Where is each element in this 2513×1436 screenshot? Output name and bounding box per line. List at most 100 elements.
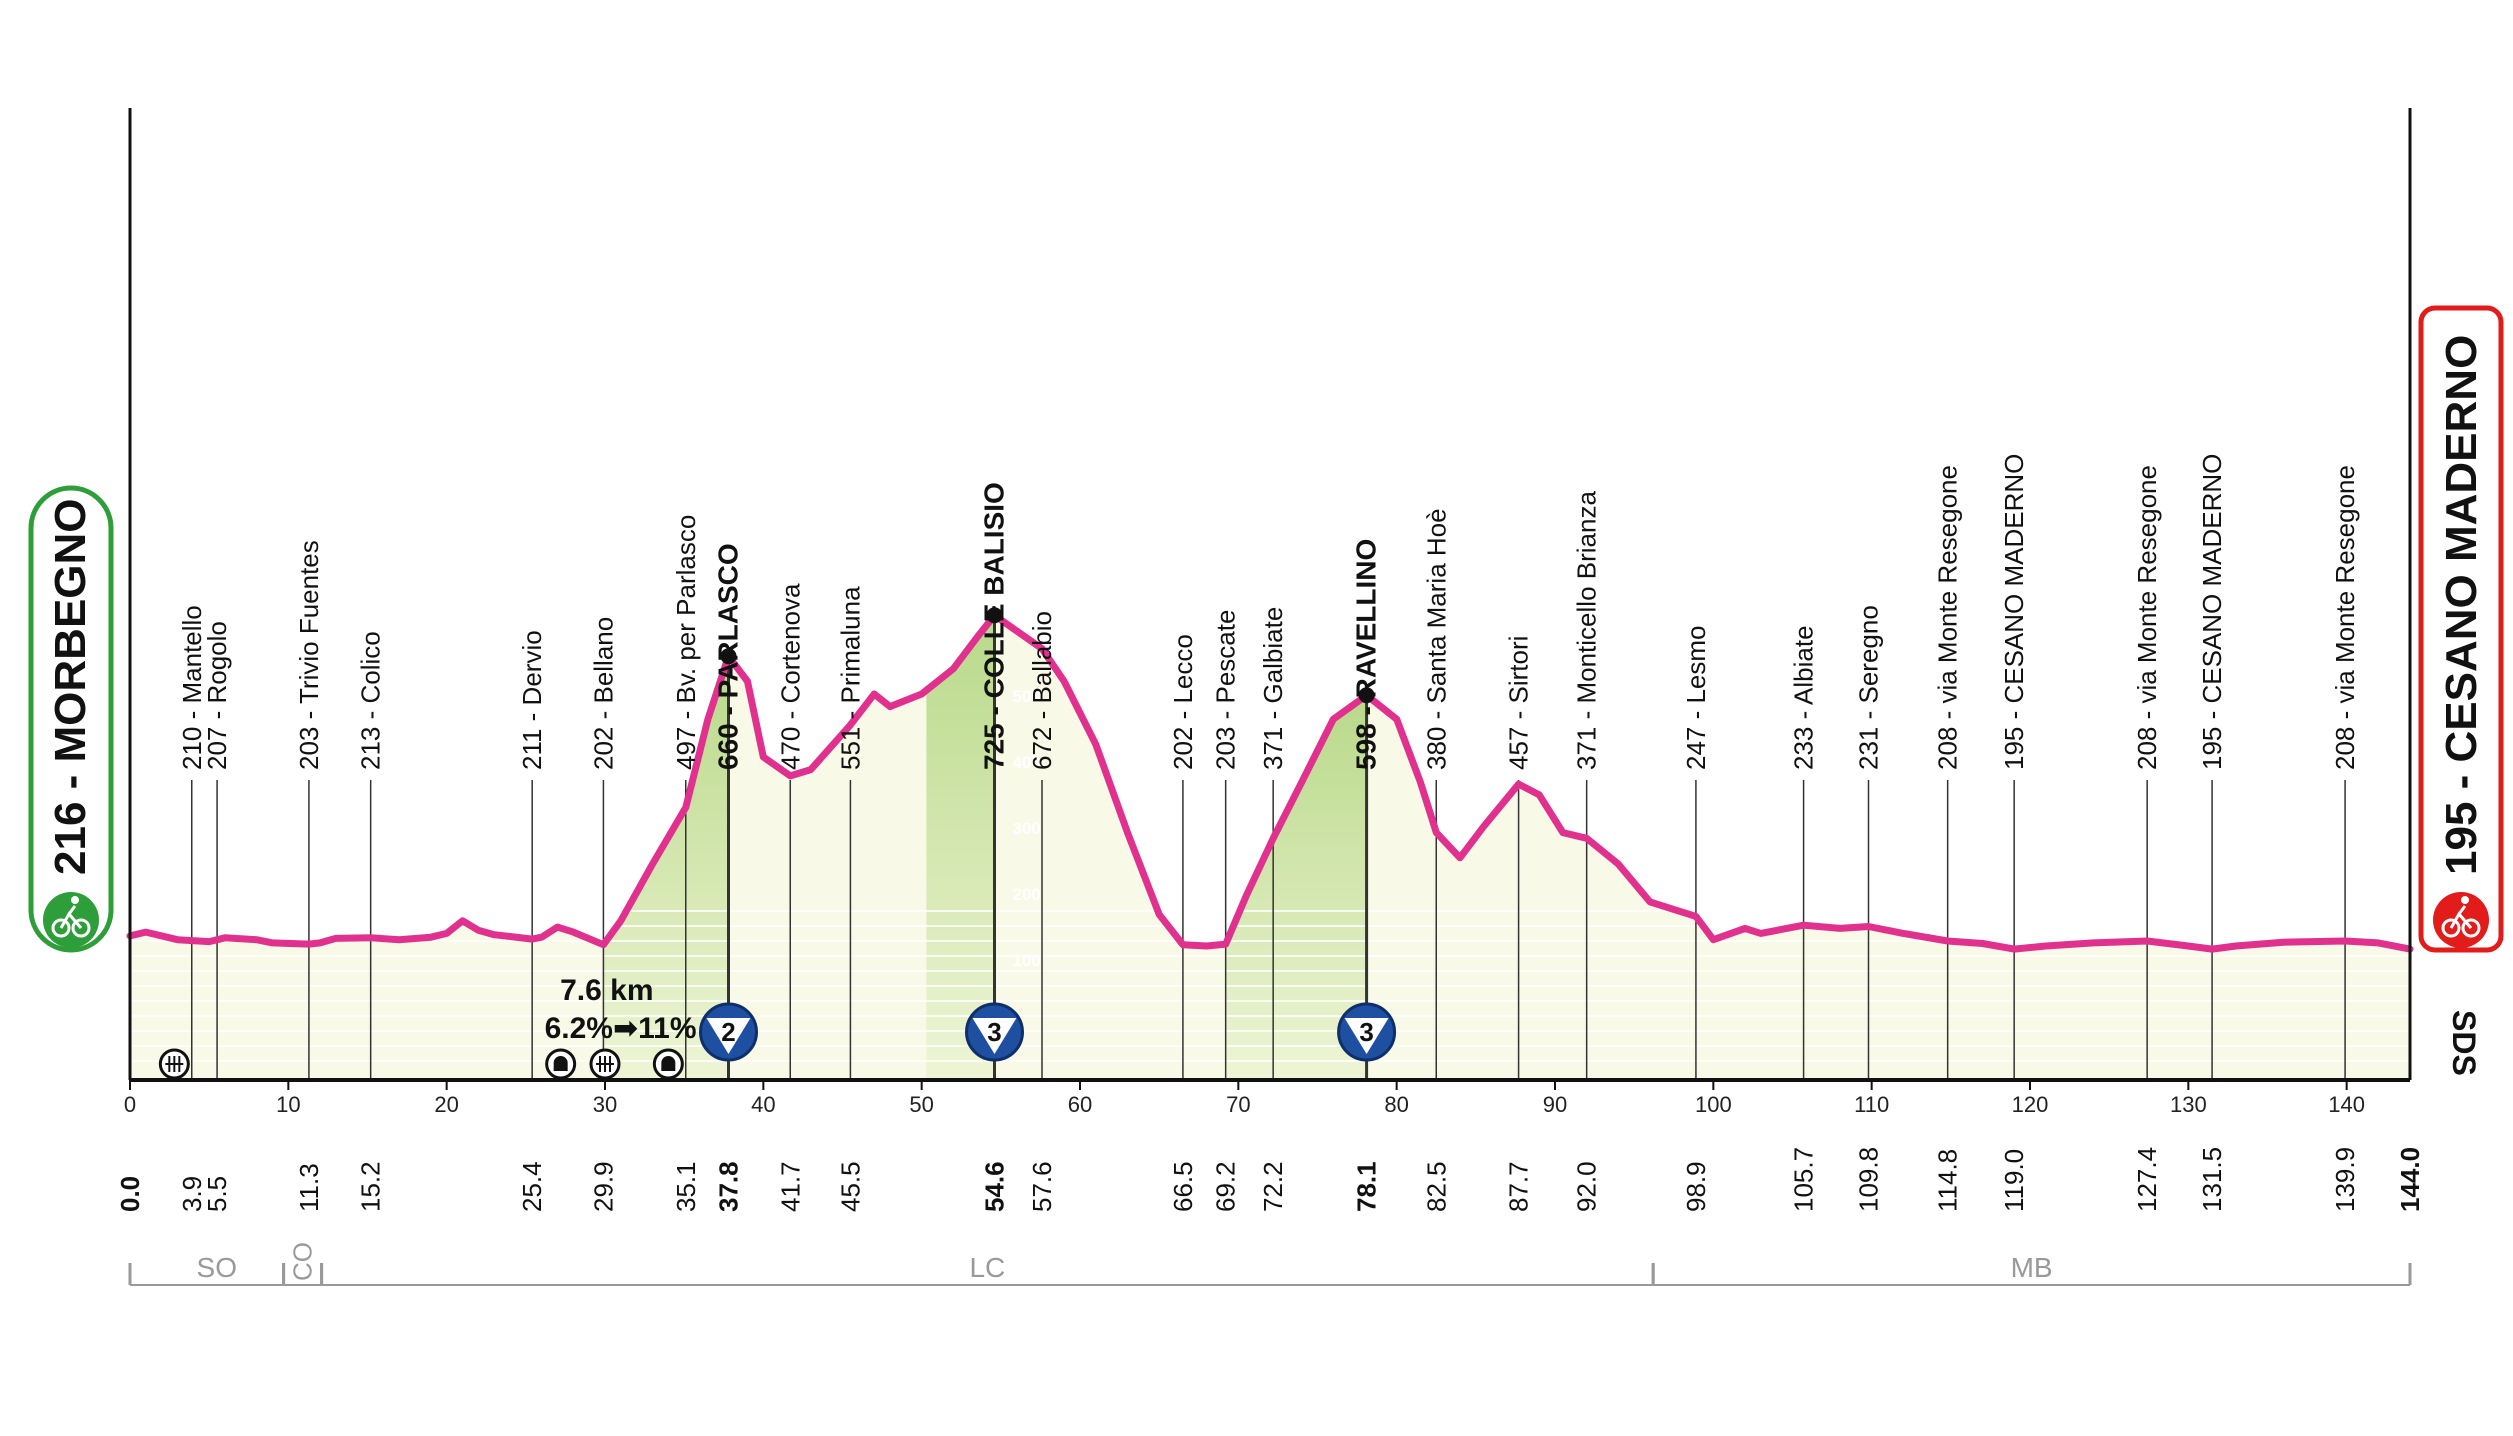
km-label: 82.5 xyxy=(1421,1161,1451,1212)
finish-pill: 195 - CESANO MADERNO xyxy=(2418,305,2504,953)
point-label: 195 - CESANO MADERNO xyxy=(1999,454,2029,770)
kom-triangle-icon xyxy=(1344,1018,1389,1054)
kom-category: 2 xyxy=(721,1017,735,1047)
route-icons: 2 3 3 7.6 km 6.2%➡11% xyxy=(158,974,1397,1080)
point-label: 470 - Cortenova xyxy=(775,583,805,770)
km-label: 11.3 xyxy=(294,1163,324,1212)
point-label: 203 - Trivio Fuentes xyxy=(294,540,324,770)
wheel-icon xyxy=(2441,918,2461,938)
point-label: 231 - Seregno xyxy=(1854,605,1884,770)
logo: SDS xyxy=(2446,1010,2482,1076)
province-label: SO xyxy=(197,1252,237,1283)
climb-gradient: 6.2%➡11% xyxy=(545,1012,697,1045)
summit-marker xyxy=(1358,687,1375,704)
km-label: 57.6 xyxy=(1027,1161,1057,1212)
wheel-icon xyxy=(71,918,91,938)
finish-label: 195 - CESANO MADERNO xyxy=(2418,305,2504,953)
km-label: 3.9 xyxy=(177,1176,207,1212)
bike-frame-icon xyxy=(2449,905,2473,929)
point-label: 213 - Colico xyxy=(356,631,386,770)
kom-badge: 3 xyxy=(965,1002,1024,1062)
climb-scale-label: 200 xyxy=(1013,885,1041,904)
tunnel-icon xyxy=(545,1048,577,1080)
point-label: 208 - via Monte Resegone xyxy=(2132,465,2162,770)
axes: 0 10 20 30 40 50 60 70 80 90 100 110 120 130 140 0.0 3.9… xyxy=(115,108,2425,1212)
point-label: 371 - Galbiate xyxy=(1258,607,1288,770)
province-label: CO xyxy=(288,1242,318,1281)
distance-tick-label: 60 xyxy=(1068,1092,1092,1117)
province-label: LC xyxy=(969,1252,1005,1283)
distance-tick-label: 50 xyxy=(909,1092,933,1117)
wheel-icon xyxy=(2461,918,2481,938)
point-label: 672 - Ballabio xyxy=(1027,611,1057,770)
finish-cyclist-icon xyxy=(2433,892,2489,948)
km-label: 131.5 xyxy=(2197,1147,2227,1212)
point-label: 202 - Bellano xyxy=(588,617,618,770)
start-pill-border xyxy=(28,485,114,953)
point-label: 195 - CESANO MADERNO xyxy=(2197,454,2227,770)
km-label: 119.0 xyxy=(1999,1149,2029,1212)
point-label: 497 - Bv. per Parlasco xyxy=(671,515,701,770)
km-label: 5.5 xyxy=(202,1176,232,1212)
distance-tick-label: 70 xyxy=(1226,1092,1250,1117)
point-label: 233 - Albiate xyxy=(1789,625,1819,770)
distance-tick-label: 80 xyxy=(1384,1092,1408,1117)
distance-tick-label: 130 xyxy=(2170,1092,2207,1117)
distance-tick-label: 40 xyxy=(751,1092,775,1117)
kom-triangle-icon xyxy=(972,1018,1017,1054)
point-label: 202 - Lecco xyxy=(1168,634,1198,770)
point-label: 203 - Pescate xyxy=(1211,610,1241,770)
start-cyclist-icon xyxy=(43,892,99,948)
start-pill: 216 - MORBEGNO xyxy=(28,485,114,953)
point-label: 457 - Sirtori xyxy=(1504,636,1534,770)
climb-scale-label: 500 xyxy=(1013,687,1041,706)
climb-scale-label: 100 xyxy=(1013,951,1041,970)
climb-scale-label: 400 xyxy=(1013,753,1041,772)
tunnel-shape xyxy=(553,1056,568,1071)
distance-tick-label: 140 xyxy=(2328,1092,2365,1117)
wheel-icon xyxy=(51,918,71,938)
km-label: 35.1 xyxy=(671,1161,701,1212)
km-label: 0.0 xyxy=(115,1176,145,1212)
climb-shading-3 xyxy=(1225,695,1367,1080)
km-label: 144.0 xyxy=(2395,1147,2425,1212)
km-label: 139.9 xyxy=(2330,1147,2360,1212)
km-label: 127.4 xyxy=(2132,1147,2162,1212)
distance-tick-label: 120 xyxy=(2012,1092,2049,1117)
sprint-point-icon xyxy=(158,1048,190,1080)
rider-head-icon xyxy=(71,896,79,904)
distance-tick-label: 100 xyxy=(1695,1092,1732,1117)
point-label: 551 - Primaluna xyxy=(835,586,865,770)
kom-badge: 2 xyxy=(699,1002,758,1062)
km-label: 41.7 xyxy=(775,1161,805,1212)
climb-shading-2 xyxy=(926,615,995,1080)
kom-badge: 3 xyxy=(1337,1002,1397,1062)
distance-tick-label: 0 xyxy=(124,1092,136,1117)
km-label: 114.8 xyxy=(1933,1149,1963,1212)
point-label: 210 - Mantello xyxy=(177,605,207,770)
km-label: 87.7 xyxy=(1504,1161,1534,1212)
kom-category: 3 xyxy=(1359,1017,1373,1047)
summit-label: 725 - COLLE BALISIO xyxy=(979,482,1010,770)
climb-length: 7.6 km xyxy=(560,974,653,1007)
point-label: 208 - via Monte Resegone xyxy=(1933,465,1963,770)
summit-marker xyxy=(720,648,737,665)
kom-triangle-icon xyxy=(706,1018,751,1054)
km-label: 54.6 xyxy=(980,1161,1010,1212)
point-label: 207 - Rogolo xyxy=(202,621,232,770)
climb-scale-label: 300 xyxy=(1013,819,1041,838)
kom-category: 3 xyxy=(987,1017,1001,1047)
km-label: 37.8 xyxy=(714,1161,744,1212)
km-label: 66.5 xyxy=(1168,1161,1198,1212)
point-label: 208 - via Monte Resegone xyxy=(2330,465,2360,770)
summit-label: 598 - RAVELLINO xyxy=(1351,539,1382,770)
km-label: 105.7 xyxy=(1789,1147,1819,1212)
tunnel-icon xyxy=(652,1048,684,1080)
bike-frame-icon xyxy=(59,905,83,929)
km-label: 15.2 xyxy=(356,1161,386,1212)
summit-marker xyxy=(986,607,1003,624)
sprint-point-icon xyxy=(589,1048,621,1080)
km-label: 92.0 xyxy=(1572,1161,1602,1212)
